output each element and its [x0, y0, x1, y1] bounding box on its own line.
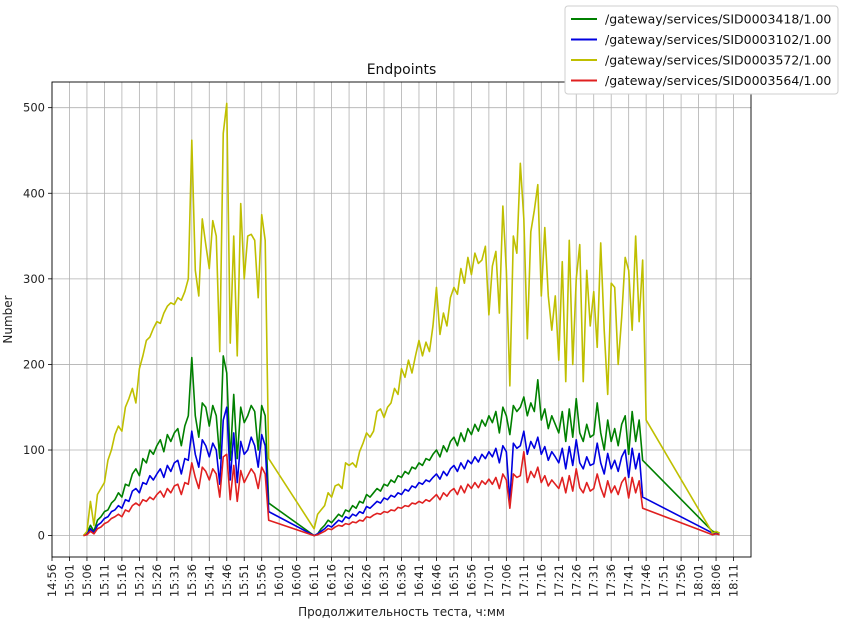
legend-entry: /gateway/services/SID0003572/1.00 — [571, 53, 831, 68]
x-tick-label: 15:01 — [62, 564, 76, 597]
x-tick-label: 17:31 — [587, 564, 601, 597]
legend-entry: /gateway/services/SID0003418/1.00 — [571, 12, 831, 27]
x-tick-label: 15:26 — [150, 564, 164, 597]
x-tick-label: 17:41 — [622, 564, 636, 597]
series-line-2 — [83, 406, 720, 537]
y-tick-label: 200 — [23, 357, 45, 371]
x-tick-label: 17:56 — [674, 564, 688, 597]
x-tick-label: 16:46 — [429, 564, 443, 597]
legend: /gateway/services/SID0003418/1.00/gatewa… — [564, 5, 839, 95]
y-tick-label: 400 — [23, 186, 45, 200]
series-lines — [82, 102, 720, 537]
y-tick-label: 300 — [23, 272, 45, 286]
y-tick-label: 100 — [23, 443, 45, 457]
x-tick-label: 15:06 — [80, 564, 94, 597]
legend-entry: /gateway/services/SID0003564/1.00 — [571, 73, 831, 88]
series-line-4 — [83, 450, 720, 537]
series-line-3 — [82, 102, 720, 537]
x-tick-label: 16:21 — [342, 564, 356, 597]
x-tick-label: 16:51 — [447, 564, 461, 597]
x-axis-ticks: 14:56 15:01 15:06 15:11 15:16 15:21 15:26 15:31… — [45, 557, 741, 597]
x-tick-label: 18:06 — [709, 564, 723, 597]
legend-label: /gateway/services/SID0003102/1.00 — [605, 32, 831, 47]
x-tick-label: 17:26 — [569, 564, 583, 597]
x-tick-label: 15:36 — [185, 564, 199, 597]
x-tick-label: 17:36 — [604, 564, 618, 597]
legend-label: /gateway/services/SID0003572/1.00 — [605, 53, 831, 68]
legend-label: /gateway/services/SID0003418/1.00 — [605, 12, 831, 27]
x-tick-label: 17:16 — [534, 564, 548, 597]
y-tick-label: 500 — [23, 101, 45, 115]
legend-entry: /gateway/services/SID0003102/1.00 — [571, 32, 831, 47]
x-tick-label: 15:16 — [115, 564, 129, 597]
grid — [51, 82, 751, 557]
x-tick-label: 16:11 — [307, 564, 321, 597]
x-tick-label: 15:56 — [255, 564, 269, 597]
x-tick-label: 17:21 — [552, 564, 566, 597]
chart-title: Endpoints — [367, 62, 437, 78]
x-tick-label: 16:01 — [272, 564, 286, 597]
y-tick-label: 0 — [38, 529, 45, 543]
legend-label: /gateway/services/SID0003564/1.00 — [605, 73, 831, 88]
x-tick-label: 15:46 — [220, 564, 234, 597]
x-tick-label: 17:06 — [499, 564, 513, 597]
x-tick-label: 17:01 — [482, 564, 496, 597]
series-line-1 — [82, 355, 720, 537]
x-tick-label: 15:31 — [167, 564, 181, 597]
x-tick-label: 16:26 — [360, 564, 374, 597]
x-tick-label: 16:06 — [290, 564, 304, 597]
x-tick-label: 17:51 — [657, 564, 671, 597]
x-tick-label: 14:56 — [45, 564, 59, 597]
legend-box — [564, 5, 839, 95]
y-axis-label: Number — [1, 295, 15, 343]
x-tick-label: 17:46 — [639, 564, 653, 597]
x-tick-label: 15:21 — [132, 564, 146, 597]
x-tick-label: 15:51 — [237, 564, 251, 597]
x-tick-label: 17:11 — [517, 564, 531, 597]
x-tick-label: 16:16 — [325, 564, 339, 597]
x-tick-label: 18:01 — [692, 564, 706, 597]
x-tick-label: 16:36 — [395, 564, 409, 597]
x-tick-label: 16:41 — [412, 564, 426, 597]
x-tick-label: 15:11 — [97, 564, 111, 597]
x-tick-label: 15:41 — [202, 564, 216, 597]
x-tick-label: 18:11 — [727, 564, 741, 597]
x-axis-label: Продолжительность теста, ч:мм — [298, 605, 505, 619]
x-tick-label: 16:31 — [377, 564, 391, 597]
y-axis-ticks: 0 100 200 300 400 500 — [23, 101, 52, 543]
x-tick-label: 16:56 — [464, 564, 478, 597]
